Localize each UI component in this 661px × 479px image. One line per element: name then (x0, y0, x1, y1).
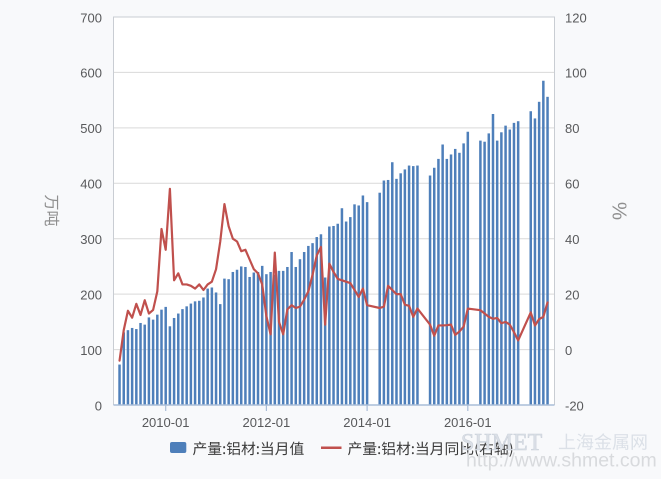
svg-text:100: 100 (565, 66, 587, 81)
svg-text:100: 100 (80, 343, 102, 358)
svg-text:%: % (607, 202, 630, 220)
svg-text:2016-01: 2016-01 (444, 415, 492, 430)
svg-text:700: 700 (80, 10, 102, 25)
svg-text:-20: -20 (565, 398, 584, 413)
svg-text:120: 120 (565, 10, 587, 25)
svg-text:2014-01: 2014-01 (343, 415, 391, 430)
svg-text:500: 500 (80, 121, 102, 136)
svg-text:400: 400 (80, 177, 102, 192)
svg-text:SHMET: SHMET (461, 430, 543, 456)
svg-text:20: 20 (565, 287, 579, 302)
svg-text:0: 0 (95, 398, 102, 413)
svg-text:http://www.shmet.com: http://www.shmet.com (466, 450, 657, 472)
svg-text:600: 600 (80, 66, 102, 81)
svg-text:2010-01: 2010-01 (142, 415, 190, 430)
svg-text:60: 60 (565, 177, 579, 192)
svg-text:200: 200 (80, 287, 102, 302)
svg-text:2012-01: 2012-01 (243, 415, 291, 430)
svg-text:0: 0 (565, 343, 572, 358)
svg-text:40: 40 (565, 232, 579, 247)
svg-text:300: 300 (80, 232, 102, 247)
svg-text:80: 80 (565, 121, 579, 136)
